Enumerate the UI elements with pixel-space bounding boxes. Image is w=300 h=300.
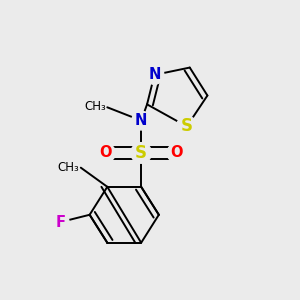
- Circle shape: [176, 116, 197, 137]
- Text: N: N: [135, 113, 147, 128]
- Circle shape: [131, 142, 152, 163]
- Circle shape: [51, 213, 69, 231]
- Text: S: S: [135, 144, 147, 162]
- Text: S: S: [181, 117, 193, 135]
- Circle shape: [145, 65, 164, 84]
- Text: O: O: [170, 146, 183, 160]
- Circle shape: [96, 143, 115, 162]
- Text: O: O: [100, 146, 112, 160]
- Text: CH₃: CH₃: [58, 160, 79, 174]
- Text: CH₃: CH₃: [84, 100, 106, 113]
- Circle shape: [167, 143, 186, 162]
- Circle shape: [132, 111, 151, 130]
- Text: N: N: [148, 68, 160, 82]
- Text: F: F: [55, 214, 65, 230]
